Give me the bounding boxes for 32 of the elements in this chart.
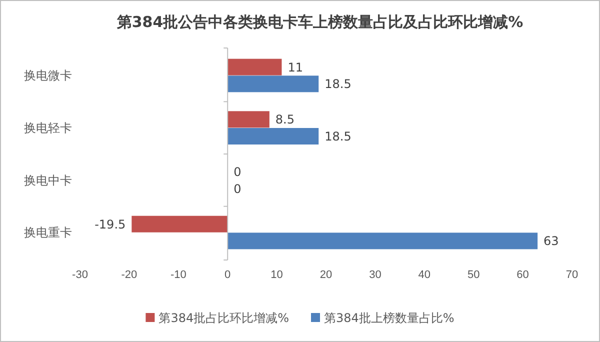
x-tick-label: 70 <box>566 268 578 281</box>
data-label: -19.5 <box>94 217 126 232</box>
y-tick-label: 换电微卡 <box>24 68 72 83</box>
y-tick-label: 换电轻卡 <box>24 121 72 136</box>
bar <box>132 216 228 232</box>
x-tick-label: -20 <box>121 268 138 281</box>
data-label: 11 <box>288 60 303 74</box>
legend-label: 第384批占比环比增减% <box>158 311 289 326</box>
y-tick-label: 换电重卡 <box>24 226 72 240</box>
x-tick-label: 40 <box>418 268 431 281</box>
x-tick-label: 10 <box>270 268 283 281</box>
bar <box>228 232 538 250</box>
y-tick-label: 换电中卡 <box>24 173 72 188</box>
bar <box>228 128 319 145</box>
x-tick-label: 60 <box>516 268 529 281</box>
legend-label: 第384批上榜数量占比% <box>324 311 454 326</box>
data-label: 0 <box>234 164 242 179</box>
data-label: 18.5 <box>324 129 352 144</box>
chart-title: 第384批公告中各类换电卡车上榜数量占比及占比环比增减% <box>116 13 524 31</box>
x-tick-label: 0 <box>224 268 231 281</box>
x-tick-label: 30 <box>369 268 382 281</box>
x-tick-label: 50 <box>467 268 480 281</box>
data-label: 18.5 <box>324 77 352 92</box>
x-tick-label: -30 <box>72 268 88 281</box>
x-tick-label: 20 <box>320 268 332 281</box>
data-label: 0 <box>234 182 242 196</box>
data-label: 63 <box>544 234 559 248</box>
bar <box>228 111 270 128</box>
x-tick-label: -10 <box>170 268 186 281</box>
bar <box>228 76 319 92</box>
bar <box>228 58 282 76</box>
data-label: 8.5 <box>275 112 295 127</box>
